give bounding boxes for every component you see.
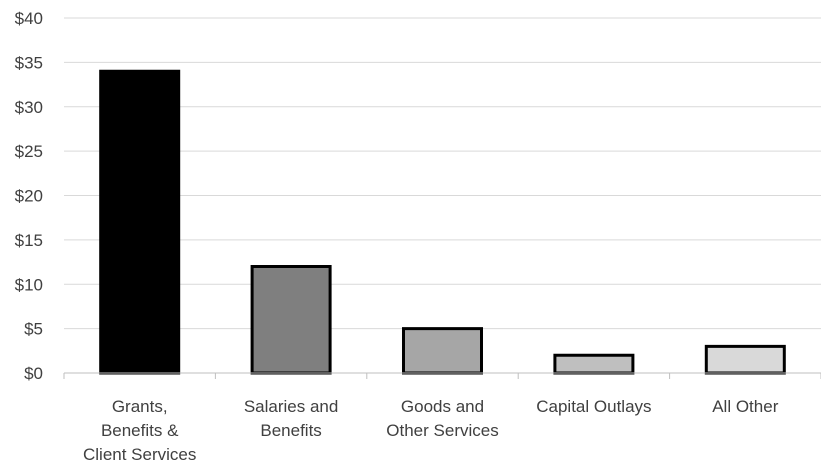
y-tick-label: $25: [15, 142, 43, 161]
y-tick-label: $40: [15, 9, 43, 28]
bar: [99, 69, 181, 375]
y-axis-tick-labels: $0 $5 $10 $15 $20 $25 $30 $35 $40: [15, 9, 43, 383]
x-axis-category-labels: Grants, Benefits & Client Services Salaries…: [83, 397, 779, 464]
gridlines: [64, 17, 821, 330]
y-tick-label: $5: [24, 320, 43, 339]
x-category-label: Salaries and Benefits: [244, 397, 339, 440]
x-category-label: Capital Outlays: [536, 397, 651, 416]
y-tick-label: $15: [15, 231, 43, 250]
y-tick-label: $30: [15, 98, 43, 117]
bar: [250, 265, 332, 375]
bar: [704, 344, 786, 375]
y-tick-label: $10: [15, 275, 43, 294]
y-tick-label: $0: [24, 364, 43, 383]
x-category-label: All Other: [712, 397, 778, 416]
y-tick-label: $35: [15, 53, 43, 72]
x-category-label: Goods and Other Services: [386, 397, 498, 440]
y-tick-label: $20: [15, 187, 43, 206]
bar: [402, 327, 483, 375]
x-category-label: Grants, Benefits & Client Services: [83, 397, 196, 464]
x-axis: [63, 372, 821, 379]
bar: [553, 353, 635, 375]
bars: [99, 69, 786, 375]
